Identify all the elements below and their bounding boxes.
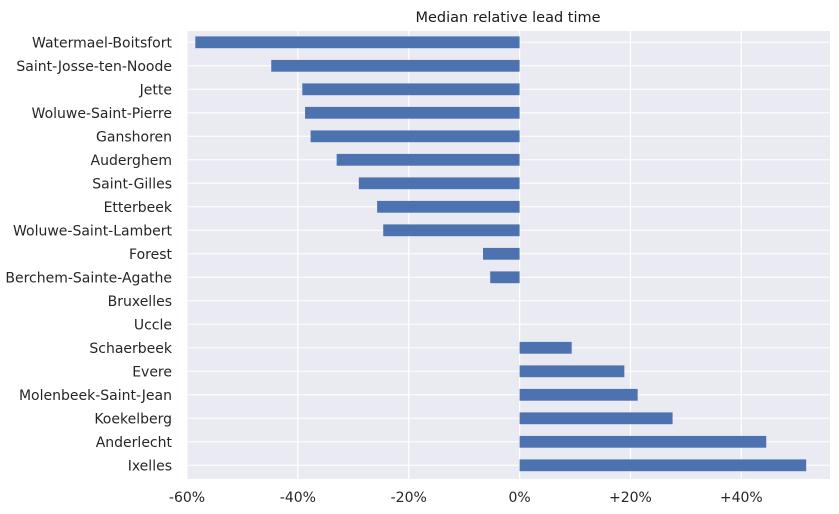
- bar-anderlecht: [519, 435, 767, 448]
- y-tick-label: Ixelles: [128, 458, 172, 474]
- bar-berchem-sainte-agathe: [490, 271, 520, 284]
- x-tick-label: -60%: [169, 490, 205, 506]
- bar-ganshoren: [310, 130, 520, 143]
- y-tick-label: Evere: [132, 364, 172, 380]
- bars: [195, 36, 807, 472]
- y-tick-label: Bruxelles: [108, 294, 172, 310]
- bar-etterbeek: [377, 200, 520, 213]
- bar-saint-gilles: [358, 177, 520, 190]
- category-labels: Watermael-Boitsfort Saint-Josse-ten-Noode…: [5, 35, 173, 474]
- bar-molenbeek-saint-jean: [519, 388, 638, 401]
- y-tick-label: Etterbeek: [104, 200, 173, 216]
- y-tick-label: Saint-Gilles: [92, 176, 172, 192]
- bar-woluwe-saint-pierre: [305, 106, 520, 119]
- y-tick-label: Watermael-Boitsfort: [32, 35, 173, 51]
- y-tick-label: Molenbeek-Saint-Jean: [19, 388, 172, 404]
- bar-saint-josse-ten-noode: [271, 59, 520, 72]
- y-tick-label: Saint-Josse-ten-Noode: [16, 59, 172, 75]
- x-tick-label: -20%: [391, 490, 427, 506]
- bar-ixelles: [519, 459, 807, 472]
- y-tick-label: Anderlecht: [96, 435, 173, 451]
- y-tick-label: Woluwe-Saint-Pierre: [32, 106, 172, 122]
- bar-forest: [483, 247, 520, 260]
- y-tick-label: Uccle: [134, 317, 172, 333]
- x-tick-label: +40%: [720, 490, 763, 506]
- y-tick-label: Koekelberg: [94, 411, 172, 427]
- bar-koekelberg: [519, 412, 673, 425]
- y-tick-label: Woluwe-Saint-Lambert: [13, 223, 173, 239]
- x-tick-label: 0%: [508, 490, 530, 506]
- x-tick-label: +20%: [609, 490, 652, 506]
- x-tick-labels: -60% -40% -20% 0% +20% +40%: [169, 490, 763, 506]
- y-tick-label: Ganshoren: [96, 129, 172, 145]
- bar-evere: [519, 365, 625, 378]
- y-tick-label: Berchem-Sainte-Agathe: [5, 270, 172, 286]
- bar-watermael-boitsfort: [195, 36, 520, 49]
- bar-schaerbeek: [519, 341, 572, 354]
- y-tick-label: Jette: [139, 82, 172, 98]
- bar-jette: [302, 83, 520, 96]
- y-tick-label: Auderghem: [91, 153, 172, 169]
- bar-auderghem: [336, 153, 520, 166]
- chart-title: Median relative lead time: [415, 10, 600, 26]
- bar-woluwe-saint-lambert: [383, 224, 520, 237]
- y-tick-label: Forest: [129, 247, 172, 263]
- y-tick-label: Schaerbeek: [89, 341, 173, 357]
- x-tick-label: -40%: [280, 490, 316, 506]
